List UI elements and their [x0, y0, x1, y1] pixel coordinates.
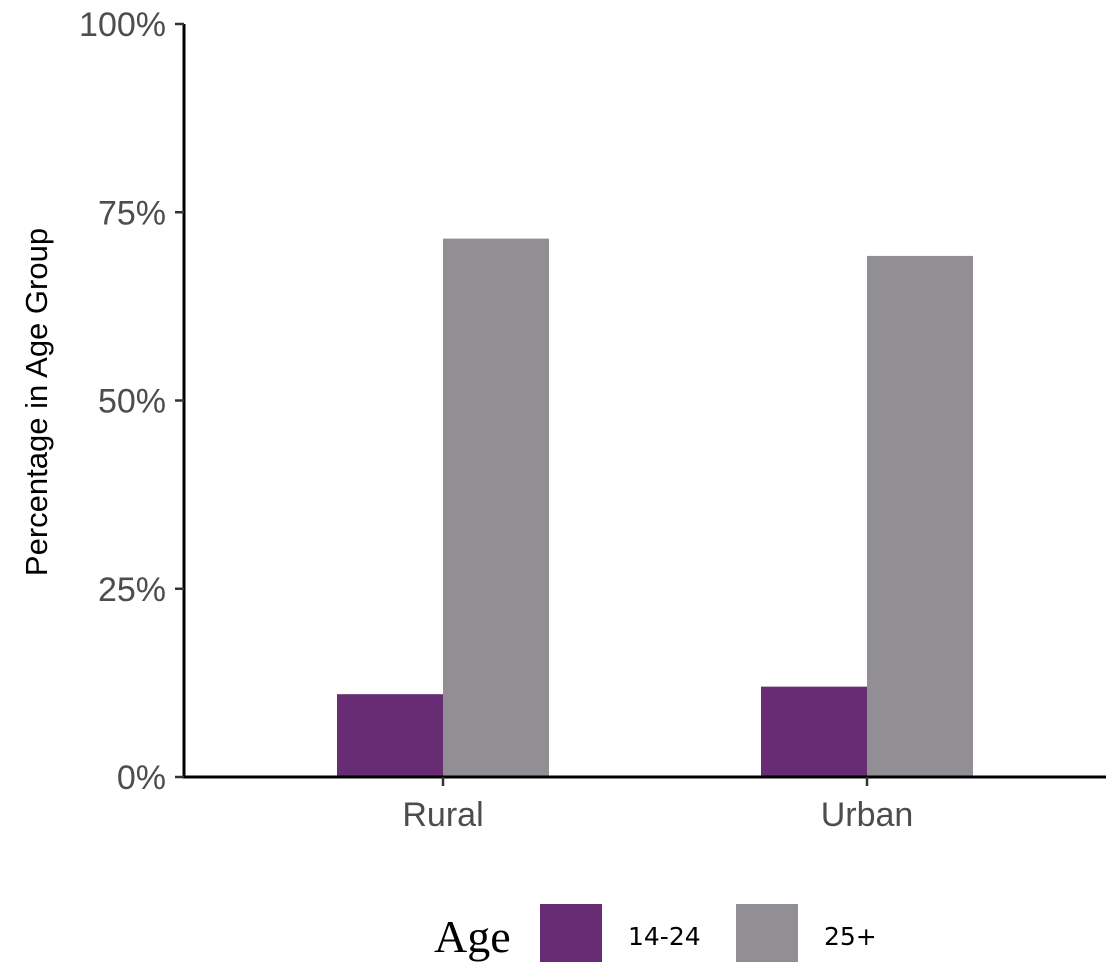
legend-label: 25+ — [824, 922, 877, 951]
y-axis-title: Percentage in Age Group — [19, 228, 54, 576]
legend-title: Age — [434, 911, 511, 962]
x-ticks-group: Rural Urban — [402, 777, 913, 834]
x-tick-label: Urban — [821, 796, 914, 834]
legend-label: 14-24 — [628, 922, 701, 951]
y-ticks-group: 0% 25% 50% 75% 100% — [79, 6, 184, 797]
y-tick-label: 75% — [98, 194, 166, 232]
legend-items: 14-24 25+ — [540, 904, 877, 962]
bar-rural-25 — [443, 238, 549, 778]
bar-urban-1424 — [761, 686, 867, 777]
y-tick-label: 25% — [98, 571, 166, 609]
bars-group — [337, 238, 973, 778]
legend-key-1424 — [540, 904, 602, 962]
y-tick-label: 100% — [79, 6, 166, 44]
bar-rural-1424 — [337, 694, 443, 777]
bar-urban-25 — [867, 255, 973, 777]
legend-key-25 — [736, 904, 798, 962]
y-tick-label: 50% — [98, 383, 166, 421]
x-tick-label: Rural — [402, 796, 483, 834]
legend: Age 14-24 25+ — [434, 904, 877, 962]
y-tick-label: 0% — [117, 759, 166, 797]
